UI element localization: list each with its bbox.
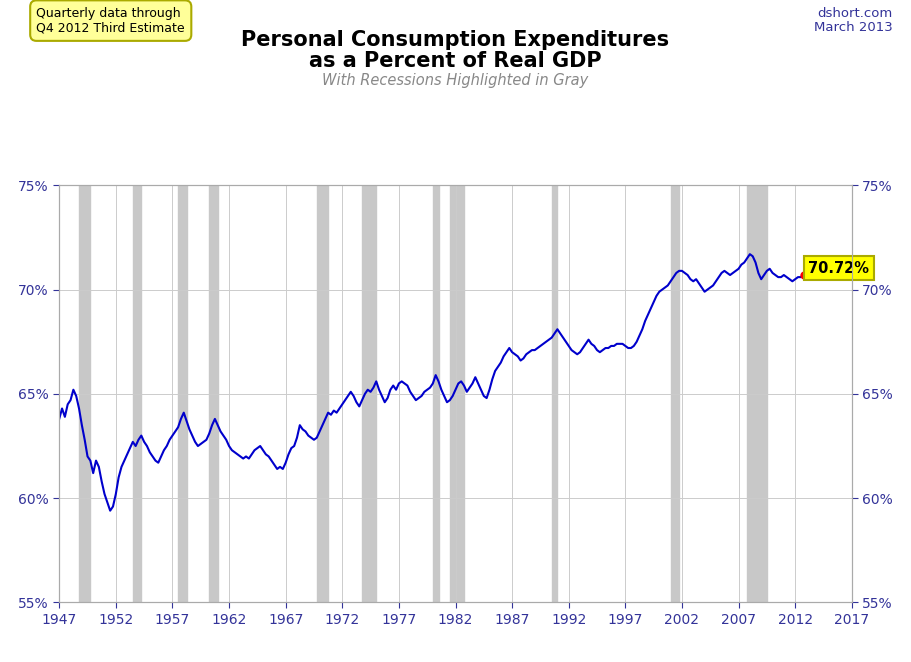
Bar <box>79 185 90 602</box>
Bar <box>433 185 438 602</box>
Bar <box>210 185 218 602</box>
Text: March 2013: March 2013 <box>814 21 893 34</box>
Bar <box>670 185 679 602</box>
Text: dshort.com: dshort.com <box>817 7 893 20</box>
Text: 70.72%: 70.72% <box>808 261 869 275</box>
Bar <box>450 185 464 602</box>
Bar <box>179 185 187 602</box>
Text: Quarterly data through
Q4 2012 Third Estimate: Quarterly data through Q4 2012 Third Est… <box>36 7 185 34</box>
Bar <box>362 185 376 602</box>
Bar <box>747 185 767 602</box>
Text: With Recessions Highlighted in Gray: With Recessions Highlighted in Gray <box>322 73 589 88</box>
Bar <box>317 185 328 602</box>
Text: Personal Consumption Expenditures: Personal Consumption Expenditures <box>241 30 670 50</box>
Bar <box>552 185 558 602</box>
Text: as a Percent of Real GDP: as a Percent of Real GDP <box>309 51 602 71</box>
Bar <box>133 185 141 602</box>
